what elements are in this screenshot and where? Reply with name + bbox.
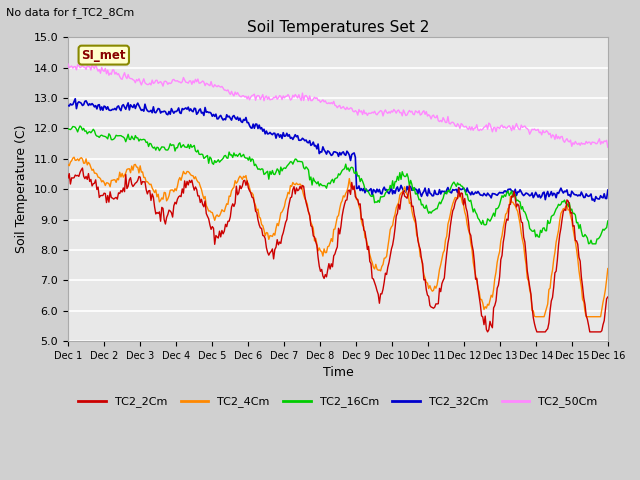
X-axis label: Time: Time: [323, 366, 353, 379]
Y-axis label: Soil Temperature (C): Soil Temperature (C): [15, 125, 28, 253]
Title: Soil Temperatures Set 2: Soil Temperatures Set 2: [247, 20, 429, 35]
Text: No data for f_TC2_8Cm: No data for f_TC2_8Cm: [6, 7, 134, 18]
Text: SI_met: SI_met: [81, 48, 126, 61]
Legend: TC2_2Cm, TC2_4Cm, TC2_16Cm, TC2_32Cm, TC2_50Cm: TC2_2Cm, TC2_4Cm, TC2_16Cm, TC2_32Cm, TC…: [74, 392, 602, 412]
